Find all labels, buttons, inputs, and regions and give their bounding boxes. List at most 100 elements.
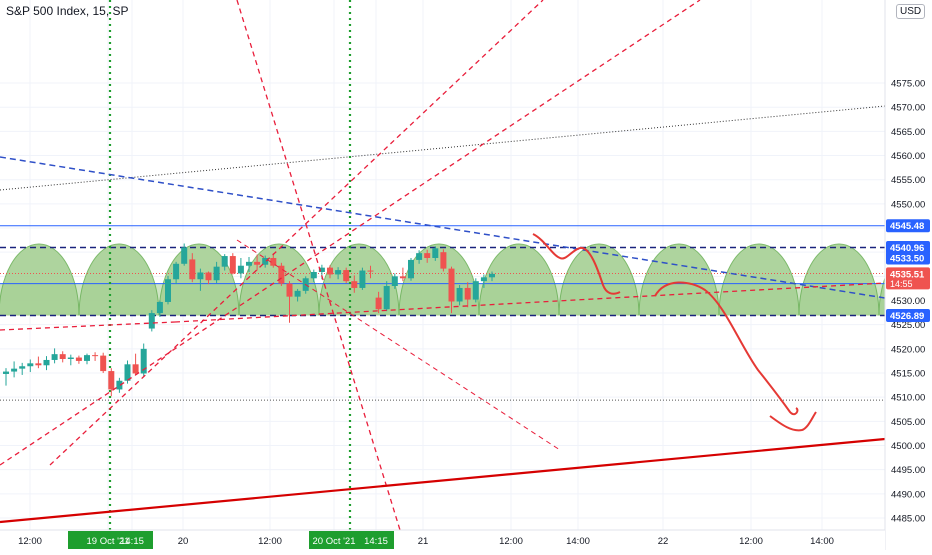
x-tick-label: 21 xyxy=(418,536,429,547)
price-label: 4545.48 xyxy=(886,219,930,233)
candle-body xyxy=(221,256,228,267)
candle-body xyxy=(424,253,431,258)
price-label-value: 4535.51 xyxy=(890,269,925,280)
x-tick-label: 12:00 xyxy=(739,536,763,547)
candle-body xyxy=(27,363,34,367)
candle-body xyxy=(335,270,342,275)
candle-body xyxy=(399,276,406,279)
candle-body xyxy=(343,270,350,282)
candle-body xyxy=(440,252,447,269)
x-tick-label: 14:15 xyxy=(364,536,388,547)
candle-body xyxy=(140,348,147,374)
candle-body xyxy=(59,354,66,359)
candle-body xyxy=(165,279,171,302)
candle-body xyxy=(92,355,99,357)
x-tick-label: 12:00 xyxy=(499,536,523,547)
candle-body xyxy=(254,261,261,265)
candle-body xyxy=(108,371,115,390)
candle-body xyxy=(75,357,82,361)
price-label-value: 4533.50 xyxy=(890,254,924,265)
candle-body xyxy=(67,357,74,359)
price-label: 4540.96 xyxy=(886,241,930,255)
candle-body xyxy=(318,267,325,273)
x-tick-label: 14:00 xyxy=(810,536,834,547)
candle-body xyxy=(51,354,58,360)
red-dashed-channel-top xyxy=(0,321,176,331)
y-tick-label: 4555.00 xyxy=(891,175,925,186)
x-tick-label: 22 xyxy=(658,536,669,547)
currency-button[interactable]: USD xyxy=(896,4,926,19)
y-tick-label: 4495.00 xyxy=(891,465,925,476)
y-tick-label: 4525.00 xyxy=(891,320,925,331)
price-label-value: 4526.89 xyxy=(890,311,924,322)
price-label: 4533.50 xyxy=(886,251,930,265)
chart-title: S&P 500 Index, 15, SP xyxy=(6,4,129,18)
price-label-bg xyxy=(886,309,930,323)
candle-body xyxy=(456,287,463,302)
x-tick-label: 20 xyxy=(178,536,189,547)
candle-body xyxy=(189,259,196,280)
price-label-value: 4540.96 xyxy=(890,243,924,254)
price-label-bg xyxy=(886,219,930,233)
candle-body xyxy=(11,368,18,372)
candle-body xyxy=(132,364,139,374)
x-tick-label: 19 Oct '21 xyxy=(86,536,129,547)
candle-body xyxy=(100,355,107,372)
time-axis-bg xyxy=(0,530,885,550)
y-tick-label: 4505.00 xyxy=(891,417,925,428)
y-tick-label: 4515.00 xyxy=(891,369,925,380)
candle-body xyxy=(237,265,244,274)
price-label-value: 4545.48 xyxy=(890,221,924,232)
candle-body xyxy=(213,266,220,281)
candle-body xyxy=(278,265,285,284)
price-label-countdown: 14:55 xyxy=(890,279,913,289)
candle-body xyxy=(286,283,293,297)
trendlines xyxy=(0,0,885,530)
candle-body xyxy=(270,257,277,266)
candle-body xyxy=(464,287,471,300)
y-tick-label: 4510.00 xyxy=(891,393,925,404)
x-tick-label: 12:00 xyxy=(258,536,282,547)
x-tick-label: 14:15 xyxy=(120,536,144,547)
candle-body xyxy=(156,301,163,314)
candle-body xyxy=(116,380,123,390)
y-tick-label: 4565.00 xyxy=(891,127,925,138)
candle-body xyxy=(205,272,212,281)
price-label-bg xyxy=(886,241,930,255)
y-tick-label: 4570.00 xyxy=(891,103,925,114)
candle-body xyxy=(327,267,333,275)
candle-body xyxy=(391,276,398,287)
price-label-bg xyxy=(886,251,930,265)
candle-body xyxy=(367,270,374,272)
candle-body xyxy=(148,313,155,329)
arc-pattern xyxy=(0,243,885,316)
x-tick-label: 20 Oct '21 xyxy=(312,536,355,547)
drawn-path-1 xyxy=(532,233,621,295)
candle-body xyxy=(480,277,487,282)
candle-body xyxy=(432,248,439,258)
drawn-path-3 xyxy=(769,411,817,432)
red-solid-support xyxy=(0,437,885,524)
y-tick-label: 4500.00 xyxy=(891,441,925,452)
y-tick-label: 4490.00 xyxy=(891,489,925,500)
candle-body xyxy=(408,259,414,279)
candle-body xyxy=(383,286,390,310)
red-dashed-cross xyxy=(236,239,561,451)
y-tick-label: 4520.00 xyxy=(891,344,925,355)
y-tick-label: 4575.00 xyxy=(891,79,925,90)
y-tick-label: 4530.00 xyxy=(891,296,925,307)
candle-body xyxy=(35,363,42,366)
candle-body xyxy=(489,273,495,278)
candle-body xyxy=(416,253,423,260)
candle-body xyxy=(351,281,358,288)
time-highlight xyxy=(68,531,153,549)
price-label-bg xyxy=(886,267,930,290)
candle-body xyxy=(181,247,188,264)
candle-body xyxy=(262,257,269,265)
x-tick-label: 12:00 xyxy=(18,536,42,547)
y-tick-label: 4485.00 xyxy=(891,514,925,525)
candle-body xyxy=(359,270,366,288)
